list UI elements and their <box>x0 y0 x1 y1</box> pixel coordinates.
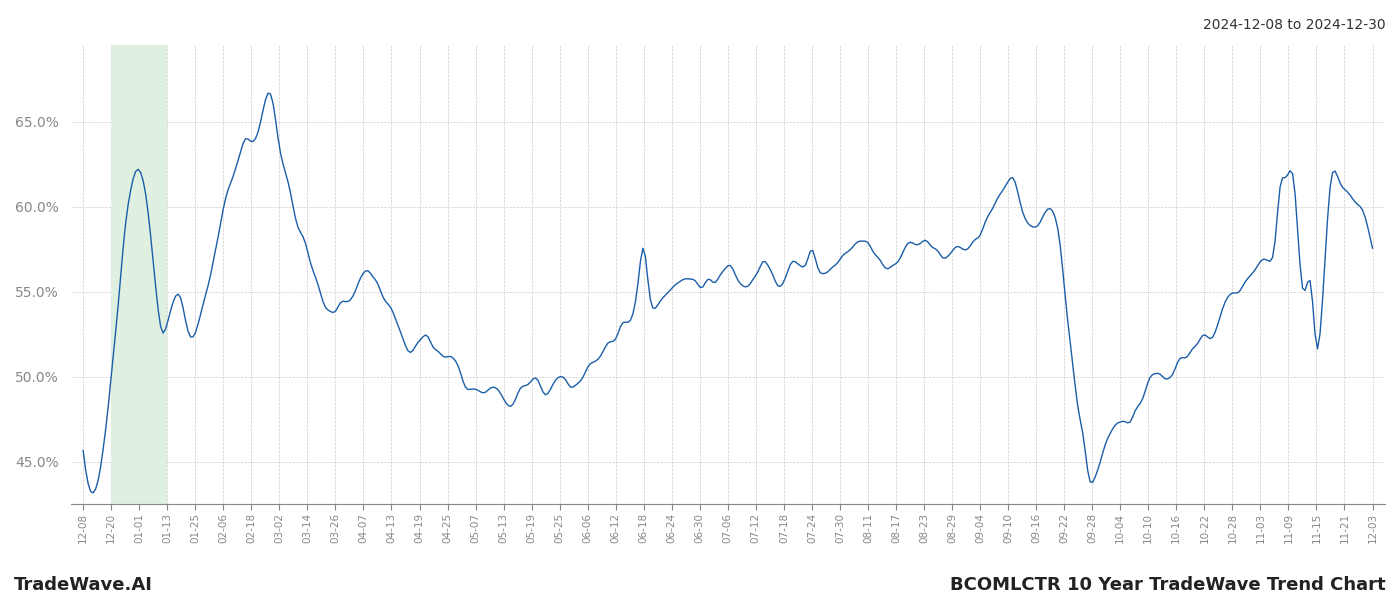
Text: 2024-12-08 to 2024-12-30: 2024-12-08 to 2024-12-30 <box>1204 18 1386 32</box>
Text: BCOMLCTR 10 Year TradeWave Trend Chart: BCOMLCTR 10 Year TradeWave Trend Chart <box>951 576 1386 594</box>
Bar <box>111 45 167 505</box>
Text: TradeWave.AI: TradeWave.AI <box>14 576 153 594</box>
